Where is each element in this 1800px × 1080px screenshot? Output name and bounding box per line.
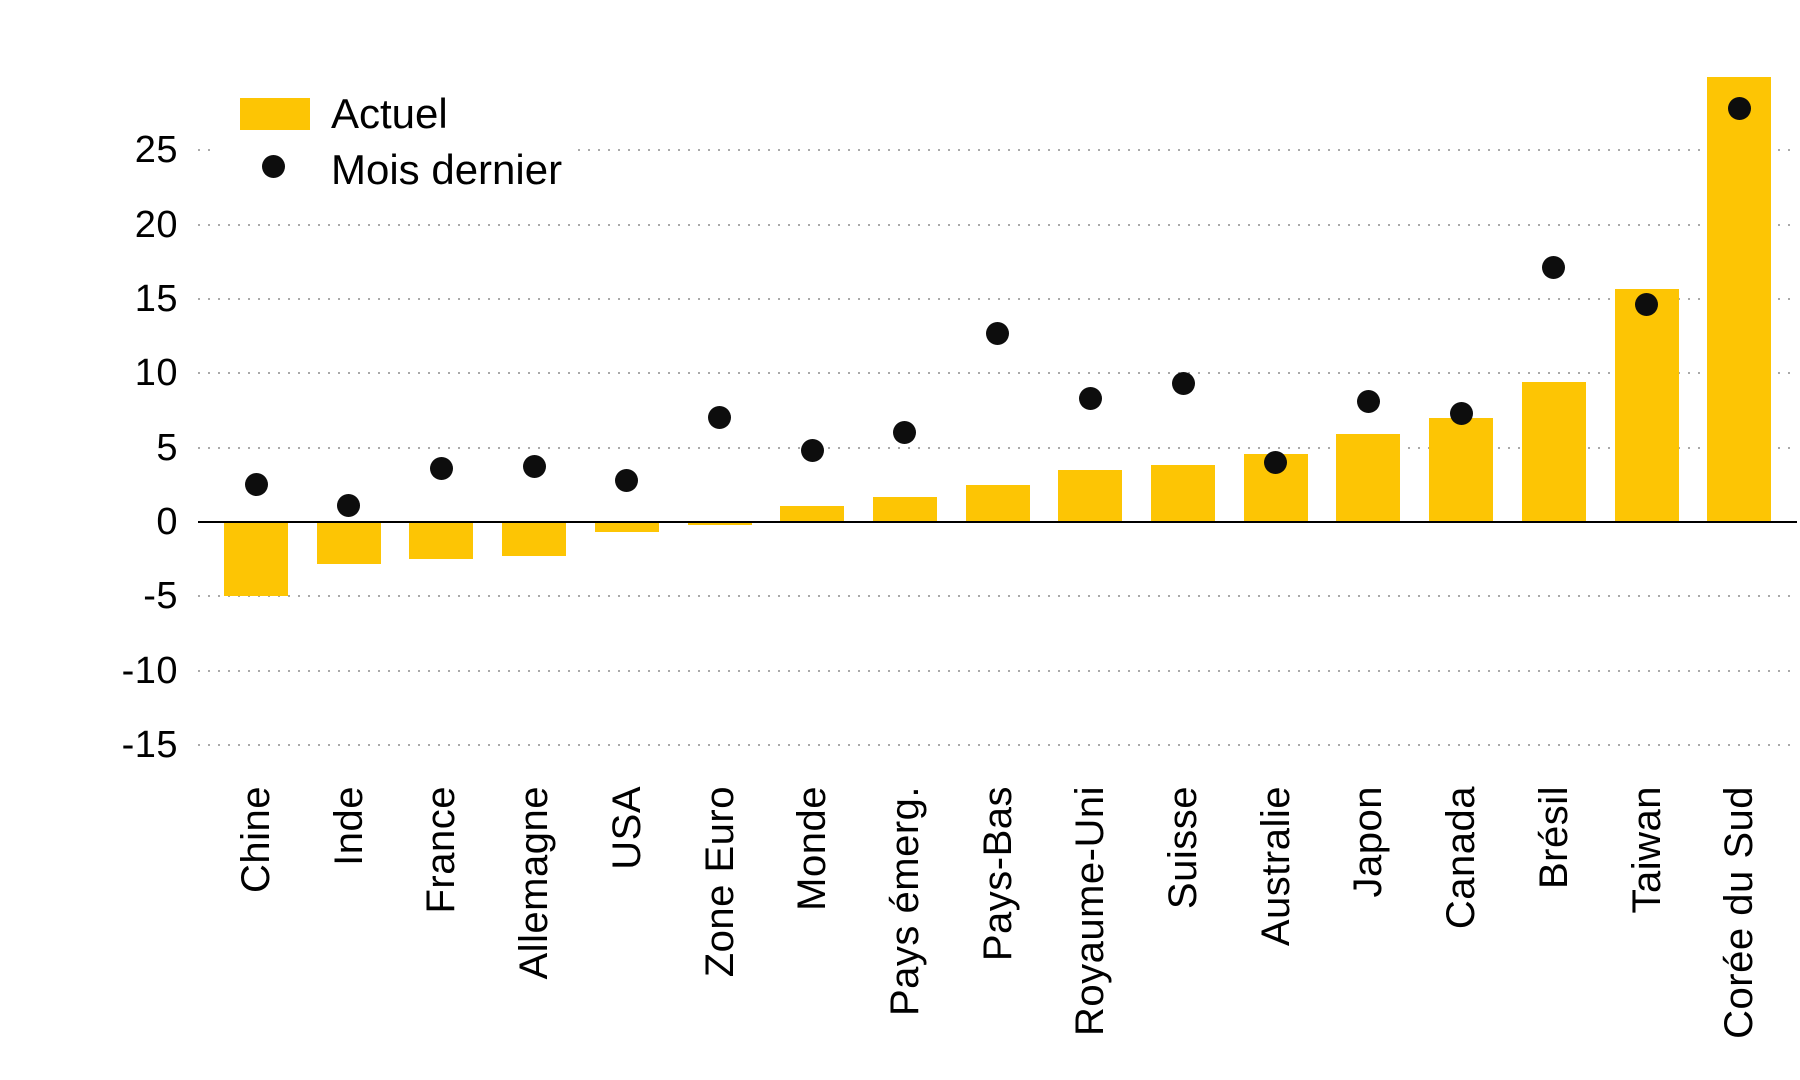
x-tick-label-pays-emerg: Pays émerg. (882, 786, 927, 1017)
dot-bresil (1542, 256, 1566, 280)
x-tick-label-allemagne: Allemagne (512, 786, 557, 980)
legend-bar-swatch-icon (240, 98, 310, 130)
bar-taiwan (1614, 288, 1679, 522)
x-tick-label-coree-du-sud: Corée du Sud (1717, 786, 1762, 1039)
dot-japon (1356, 390, 1380, 414)
y-tick-label-25: 25 (134, 129, 178, 172)
bar-pays-emerg (872, 496, 937, 522)
gridline--10 (198, 669, 1797, 672)
bar-france (409, 522, 474, 560)
dot-coree-du-sud (1727, 97, 1751, 121)
dot-usa (615, 468, 639, 492)
bar-allemagne (502, 522, 567, 557)
bar-suisse (1151, 465, 1215, 522)
dot-zone-euro (708, 406, 731, 430)
bar-zone-euro (687, 522, 752, 525)
gridline-10 (198, 372, 1797, 375)
dot-monde (800, 439, 824, 463)
gridline-15 (198, 297, 1797, 300)
x-tick-label-royaume-uni: Royaume-Uni (1068, 786, 1113, 1037)
bar-japon (1336, 434, 1401, 522)
y-tick-label-15: 15 (134, 277, 178, 320)
dot-taiwan (1635, 293, 1658, 317)
x-tick-label-zone-euro: Zone Euro (697, 786, 742, 978)
bar-bresil (1521, 382, 1586, 522)
x-tick-label-chine: Chine (234, 786, 278, 894)
dot-allemagne (522, 455, 546, 479)
gridline--5 (198, 595, 1797, 598)
x-tick-label-france: France (419, 786, 464, 914)
y-tick-label-0: 0 (156, 501, 178, 543)
y-tick-label-10: 10 (134, 352, 178, 395)
x-tick-label-australie: Australie (1253, 786, 1298, 947)
x-tick-label-taiwan: Taiwan (1624, 786, 1669, 914)
bar-scatter-chart: 25 20 15 10 5 0 -5 -10 -15 Chine Inde France Allemag… (40, 16, 1797, 1064)
bar-inde (316, 522, 381, 564)
legend-label-actuel: Actuel (331, 90, 448, 137)
x-tick-label-suisse: Suisse (1161, 786, 1205, 910)
legend: Actuel Mois dernier (212, 74, 578, 198)
bar-usa (594, 522, 659, 533)
x-tick-label-usa: USA (604, 786, 649, 870)
y-tick-label-5: 5 (156, 426, 178, 469)
y-tick-label--15: -15 (121, 724, 178, 767)
legend-label-mois-dernier: Mois dernier (331, 146, 563, 193)
bar-coree-du-sud (1707, 77, 1772, 522)
bar-monde (780, 505, 845, 522)
x-tick-label-monde: Monde (790, 786, 835, 911)
gridline-25 (198, 149, 1797, 152)
x-tick-label-pays-bas: Pays-Bas (975, 786, 1020, 962)
dot-suisse (1171, 372, 1195, 396)
dot-royaume-uni (1078, 387, 1102, 411)
y-tick-label--5: -5 (143, 575, 178, 618)
dot-france (429, 456, 453, 480)
dot-australie (1264, 451, 1288, 475)
dot-pays-emerg (893, 421, 917, 445)
bar-royaume-uni (1058, 469, 1123, 522)
gridline--15 (198, 744, 1797, 747)
dot-chine (244, 473, 268, 497)
y-tick-label-20: 20 (134, 203, 178, 246)
x-tick-label-bresil: Brésil (1531, 786, 1576, 890)
legend-dot-marker-icon (262, 155, 285, 178)
x-axis-line (198, 521, 1797, 523)
dot-pays-bas (986, 321, 1010, 345)
dot-canada (1449, 401, 1473, 425)
bar-chine (224, 522, 288, 597)
bar-canada (1429, 417, 1494, 522)
dot-inde (337, 494, 361, 518)
x-tick-label-japon: Japon (1346, 786, 1391, 898)
x-tick-label-inde: Inde (326, 786, 371, 866)
y-tick-label--10: -10 (121, 649, 178, 692)
gridline-5 (198, 446, 1797, 449)
x-tick-label-canada: Canada (1439, 786, 1484, 930)
gridline-20 (198, 223, 1797, 226)
bar-pays-bas (965, 484, 1030, 522)
